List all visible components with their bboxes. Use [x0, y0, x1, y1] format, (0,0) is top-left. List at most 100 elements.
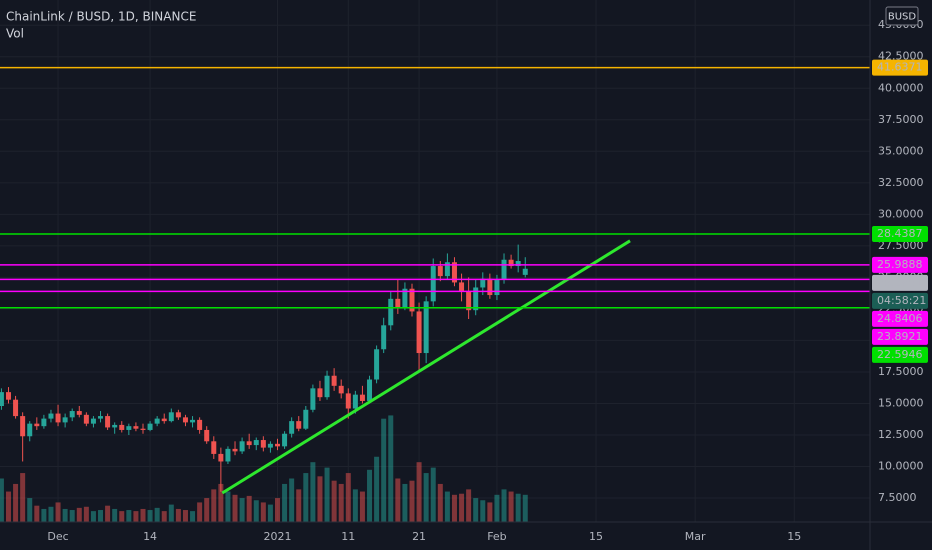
price-label-bg	[872, 346, 928, 363]
volume-bar	[345, 473, 351, 522]
volume-bar	[211, 489, 217, 522]
candle-body	[90, 418, 96, 424]
price-labels: 41.6371 28.4387 25.9888 25.6851 04:58:21 24.8…	[872, 59, 928, 363]
candle-body	[381, 325, 387, 350]
candle-body	[253, 440, 259, 446]
candle-body	[508, 259, 514, 267]
volume-bar	[232, 494, 238, 522]
candle-body	[473, 287, 479, 311]
volume-bar	[112, 508, 118, 522]
candle-body	[197, 419, 203, 430]
volume-bar	[204, 498, 210, 522]
candle-body	[487, 278, 493, 296]
candle-body	[289, 421, 295, 434]
x-tick-label: 11	[341, 530, 355, 543]
price-label: 28.4387	[877, 227, 923, 240]
volume-bar	[182, 510, 188, 522]
candle-body	[409, 288, 415, 312]
x-tick-label: Mar	[685, 530, 706, 543]
candle-body	[41, 418, 47, 427]
volume-bar	[13, 483, 19, 522]
price-label-bg	[872, 310, 928, 327]
candle-body	[98, 416, 104, 419]
volume-bar	[282, 483, 288, 522]
price-label: 22.5946	[877, 348, 923, 361]
volume-bar	[522, 494, 528, 522]
candle-body	[466, 291, 472, 311]
candle-body	[416, 311, 422, 354]
trend-line	[221, 239, 631, 495]
volume-bar	[161, 511, 167, 522]
y-tick-label: 7.5000	[878, 491, 917, 504]
candle-body	[444, 262, 450, 277]
candles	[0, 244, 528, 492]
y-tick-label: 10.0000	[878, 460, 924, 473]
candle-body	[211, 441, 217, 454]
x-tick-label: 14	[143, 530, 157, 543]
volume-bar	[381, 418, 387, 522]
volume-bar	[515, 493, 521, 522]
candle-body	[324, 375, 330, 398]
candle-body	[83, 414, 89, 424]
candle-body	[190, 419, 196, 423]
volume-bar	[253, 500, 259, 522]
x-tick-label: 21	[412, 530, 426, 543]
volume-bar	[416, 462, 422, 522]
volume-bar	[359, 491, 365, 522]
y-tick-label: 27.5000	[878, 239, 924, 252]
price-label-bg	[872, 328, 928, 345]
volume-bar	[190, 511, 196, 522]
volume-bar	[423, 473, 429, 522]
candle-body	[338, 385, 344, 394]
volume-bar	[274, 498, 280, 522]
y-tick-label: 15.0000	[878, 396, 924, 409]
volume-bar	[367, 469, 373, 522]
candle-body	[282, 433, 288, 447]
candle-body	[451, 262, 457, 283]
candle-body	[154, 418, 160, 424]
price-label-bg	[872, 59, 928, 76]
price-lines	[0, 66, 870, 495]
candle-body	[119, 424, 125, 430]
volume-bar	[451, 494, 457, 522]
candle-body	[494, 279, 500, 296]
candle-body	[69, 411, 75, 418]
y-tick-label: 42.5000	[878, 50, 924, 63]
price-label-bg	[872, 292, 928, 309]
candle-body	[303, 409, 309, 429]
candle-body	[48, 413, 54, 419]
candle-body	[501, 259, 507, 280]
candle-body	[20, 416, 26, 437]
volume-bar	[0, 478, 4, 522]
volume-bar	[119, 511, 125, 522]
volume-bar	[41, 508, 47, 522]
volume-bar	[501, 489, 507, 522]
x-tick-label: Feb	[487, 530, 506, 543]
candle-body	[246, 441, 252, 446]
currency-label[interactable]: BUSD	[888, 12, 917, 23]
candle-body	[225, 448, 231, 462]
grid	[0, 0, 870, 522]
price-label: 24.8406	[877, 312, 923, 325]
candle-body	[34, 423, 40, 427]
candle-body	[402, 288, 408, 308]
volume-bar	[83, 506, 89, 522]
volume-bar	[480, 500, 486, 522]
price-label-bg	[872, 226, 928, 243]
price-label: 25.6851	[877, 276, 923, 289]
volume-bar	[374, 456, 380, 522]
volume-bar	[473, 498, 479, 522]
volume-bar	[20, 473, 26, 522]
candle-body	[76, 411, 82, 415]
volume-bar	[296, 489, 302, 522]
candle-body	[331, 375, 337, 386]
y-tick-label: 32.5000	[878, 176, 924, 189]
volume-bar	[303, 473, 309, 522]
x-tick-label: 15	[589, 530, 603, 543]
candle-body	[168, 412, 174, 422]
currency-box[interactable]	[885, 6, 919, 26]
volume-bar	[459, 493, 465, 522]
